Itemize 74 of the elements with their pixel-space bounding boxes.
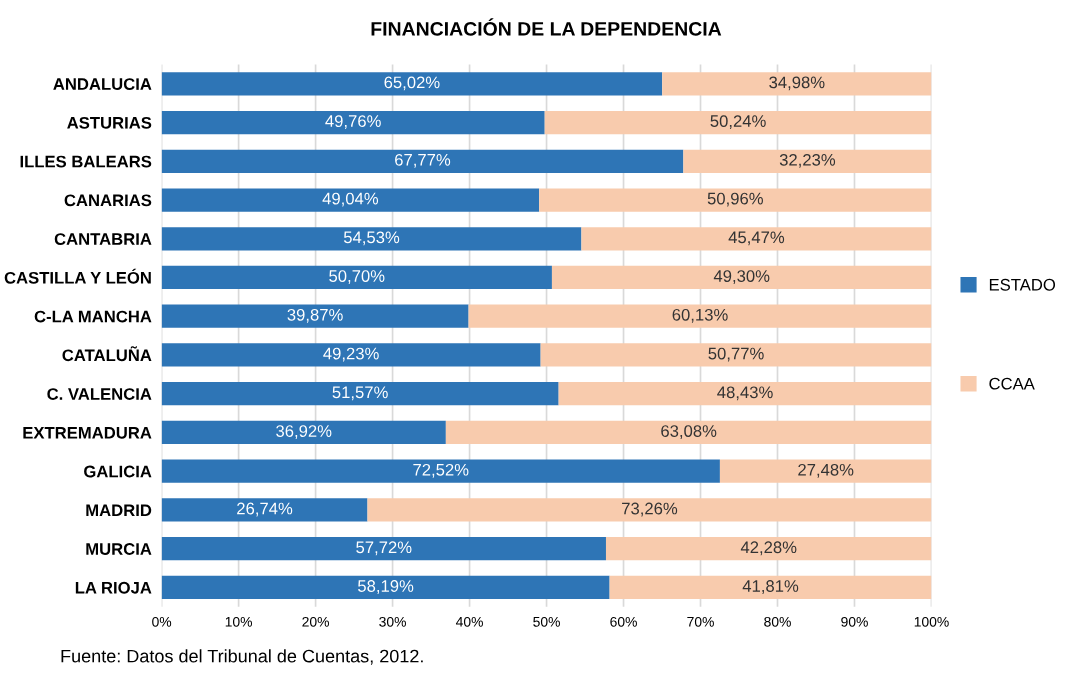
bar bbox=[558, 382, 932, 406]
data-label: 73,26% bbox=[622, 502, 678, 517]
y-tick-label: CATALUÑA bbox=[62, 346, 152, 362]
bar bbox=[161, 304, 469, 328]
data-label: 42,28% bbox=[740, 541, 797, 556]
data-label: 50,96% bbox=[707, 192, 763, 207]
data-label: 60,13% bbox=[672, 308, 728, 323]
bar bbox=[581, 227, 932, 251]
data-label: 45,47% bbox=[728, 231, 785, 246]
bar bbox=[445, 420, 932, 445]
bar bbox=[161, 575, 610, 600]
chart-title: FINANCIACIÓN DE LA DEPENDENCIA bbox=[371, 18, 722, 36]
bar bbox=[539, 188, 932, 212]
bar bbox=[719, 459, 932, 483]
data-label: 48,43% bbox=[717, 386, 773, 401]
bar bbox=[551, 265, 932, 290]
bar bbox=[609, 575, 932, 600]
data-label: 51,57% bbox=[332, 386, 388, 401]
bar bbox=[161, 343, 541, 367]
y-tick-label: LA RIOJA bbox=[75, 581, 152, 594]
y-tick-label: CASTILLA Y LEÓN bbox=[4, 268, 151, 284]
bar bbox=[161, 188, 540, 212]
y-tick-label: GALICIA bbox=[84, 465, 152, 478]
data-label: 54,53% bbox=[343, 231, 400, 246]
y-tick-label: ASTURIAS bbox=[67, 116, 152, 129]
legend-label: CCAA bbox=[989, 377, 1035, 390]
bar bbox=[605, 537, 932, 561]
bar bbox=[161, 537, 606, 561]
data-label: 32,23% bbox=[779, 153, 836, 168]
y-tick-label: CANTABRIA bbox=[54, 233, 152, 245]
bar bbox=[161, 149, 684, 173]
bar bbox=[161, 110, 545, 135]
data-label: 65,02% bbox=[384, 76, 440, 91]
bar bbox=[683, 149, 932, 173]
bar bbox=[161, 459, 720, 483]
data-label: 49,76% bbox=[325, 115, 381, 129]
bar bbox=[161, 498, 368, 522]
data-label: 49,30% bbox=[713, 270, 770, 284]
data-label: 39,87% bbox=[287, 308, 343, 323]
y-tick-label: C-LA MANCHA bbox=[34, 310, 152, 323]
data-label: 50,77% bbox=[708, 347, 764, 362]
data-label: 34,98% bbox=[769, 76, 825, 91]
data-label: 50,70% bbox=[329, 270, 385, 284]
data-label: 67,77% bbox=[395, 153, 451, 168]
bar bbox=[544, 110, 932, 135]
data-label: 49,23% bbox=[323, 347, 379, 362]
data-label: 63,08% bbox=[661, 425, 717, 439]
data-label: 27,48% bbox=[798, 463, 854, 478]
bar bbox=[161, 72, 663, 96]
data-label: 26,74% bbox=[237, 502, 293, 517]
data-label: 50,24% bbox=[710, 115, 766, 129]
y-tick-label: ILLES BALEARS bbox=[20, 155, 152, 168]
y-tick-label: C. VALENCIA bbox=[47, 388, 152, 400]
bar bbox=[161, 227, 582, 251]
legend-label: ESTADO bbox=[989, 278, 1056, 291]
data-label: 72,52% bbox=[413, 463, 469, 478]
y-tick-label: CANARIAS bbox=[64, 194, 152, 207]
bar bbox=[161, 265, 552, 290]
data-label: 58,19% bbox=[358, 580, 414, 594]
y-tick-label: MADRID bbox=[86, 504, 152, 516]
y-tick-label: ANDALUCIA bbox=[53, 78, 152, 90]
y-tick-label: MURCIA bbox=[86, 543, 152, 555]
data-label: 57,72% bbox=[356, 541, 412, 556]
data-label: 49,04% bbox=[322, 192, 379, 207]
bar bbox=[468, 304, 932, 328]
bar bbox=[161, 420, 446, 445]
data-label: 41,81% bbox=[742, 580, 799, 594]
bar bbox=[161, 382, 559, 406]
bar bbox=[662, 72, 932, 96]
bar bbox=[367, 498, 932, 522]
source-note: Fuente: Datos del Tribunal de Cuentas, 2012. bbox=[61, 649, 423, 665]
y-tick-label: EXTREMADURA bbox=[23, 427, 152, 439]
data-label: 36,92% bbox=[276, 425, 332, 439]
bar bbox=[540, 343, 932, 367]
